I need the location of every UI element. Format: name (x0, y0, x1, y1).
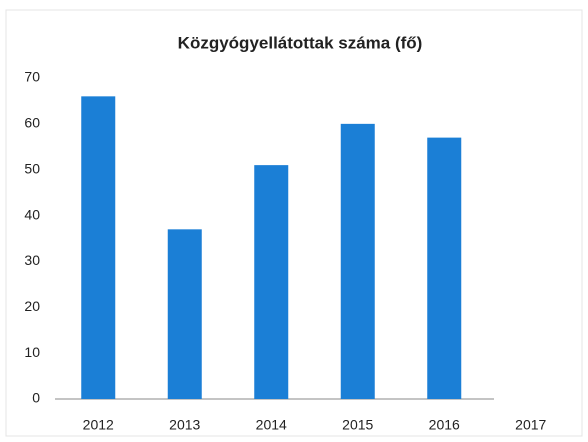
x-tick-label: 2014 (256, 417, 287, 433)
y-tick-label: 30 (24, 252, 40, 268)
bar (254, 165, 289, 399)
y-tick-label: 40 (24, 206, 40, 222)
chart-title: Közgyógyellátottak száma (fő) (178, 33, 423, 52)
x-tick-label: 2017 (515, 417, 546, 433)
y-tick-label: 20 (24, 298, 40, 314)
y-tick-label: 0 (32, 390, 40, 406)
bar (167, 229, 202, 399)
y-tick-label: 60 (24, 115, 40, 131)
bar (340, 123, 375, 399)
y-tick-label: 70 (24, 69, 40, 85)
y-tick-label: 50 (24, 160, 40, 176)
x-tick-label: 2012 (83, 417, 114, 433)
x-tick-label: 2015 (342, 417, 373, 433)
bar (81, 96, 116, 399)
bar (427, 137, 462, 399)
chart-border (5, 9, 583, 437)
x-tick-label: 2013 (169, 417, 200, 433)
y-tick-label: 10 (24, 344, 40, 360)
x-tick-label: 2016 (429, 417, 460, 433)
